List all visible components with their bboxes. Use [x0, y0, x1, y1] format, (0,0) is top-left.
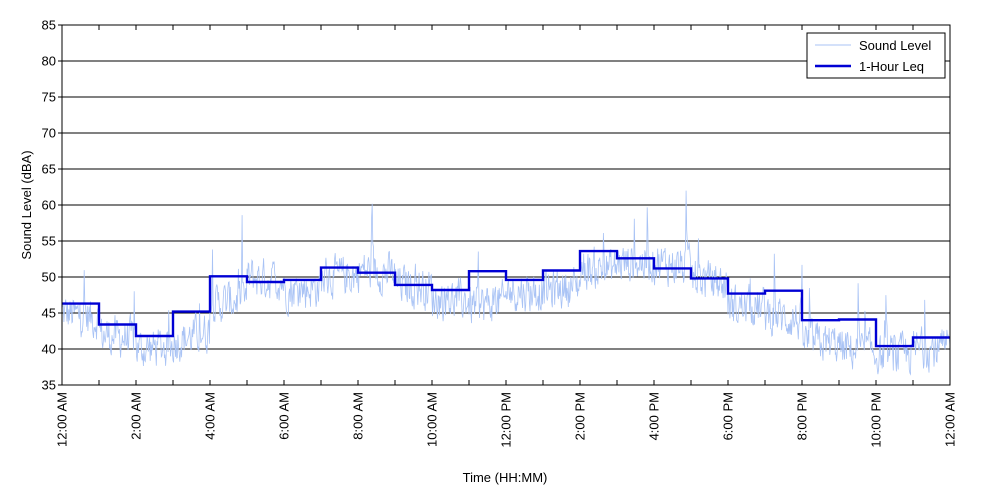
y-tick-label-60: 60: [42, 198, 56, 213]
x-tick-label-7: 2:00 PM: [573, 392, 588, 440]
y-tick-label-85: 85: [42, 18, 56, 33]
x-tick-label-6: 12:00 PM: [499, 392, 514, 448]
leq-step-line: [62, 249, 950, 348]
leq-series: [62, 249, 950, 348]
x-tick-label-11: 10:00 PM: [869, 392, 884, 448]
y-tick-label-80: 80: [42, 54, 56, 69]
y-axis: 35 40 45 50 55 60 65 70 75 80 85: [42, 18, 62, 393]
legend: Sound Level 1-Hour Leq: [806, 32, 946, 79]
x-tick-label-0: 12:00 AM: [55, 392, 70, 447]
x-tick-label-10: 8:00 PM: [795, 392, 810, 440]
y-tick-label-45: 45: [42, 306, 56, 321]
x-tick-label-9: 6:00 PM: [721, 392, 736, 440]
x-tick-label-1: 2:00 AM: [129, 392, 144, 440]
x-axis: 12:00 AM 2:00 AM 4:00 AM 6:00 AM 8:00 AM 10:0…: [55, 25, 958, 448]
x-tick-label-5: 10:00 AM: [425, 392, 440, 447]
x-tick-label-4: 8:00 AM: [351, 392, 366, 440]
y-tick-label-40: 40: [42, 342, 56, 357]
y-tick-label-65: 65: [42, 162, 56, 177]
y-axis-label: Sound Level (dBA): [19, 150, 34, 259]
x-tick-label-8: 4:00 PM: [647, 392, 662, 440]
legend-label-leq: 1-Hour Leq: [859, 59, 924, 74]
legend-box: [806, 32, 946, 79]
x-axis-label: Time (HH:MM): [463, 470, 548, 485]
y-tick-label-55: 55: [42, 234, 56, 249]
legend-label-sound-level: Sound Level: [859, 38, 931, 53]
y-tick-label-70: 70: [42, 126, 56, 141]
x-tick-label-3: 6:00 AM: [277, 392, 292, 440]
x-tick-label-12: 12:00 AM: [943, 392, 958, 447]
x-tick-label-2: 4:00 AM: [203, 392, 218, 440]
y-tick-label-75: 75: [42, 90, 56, 105]
y-tick-label-35: 35: [42, 378, 56, 393]
y-tick-label-50: 50: [42, 270, 56, 285]
